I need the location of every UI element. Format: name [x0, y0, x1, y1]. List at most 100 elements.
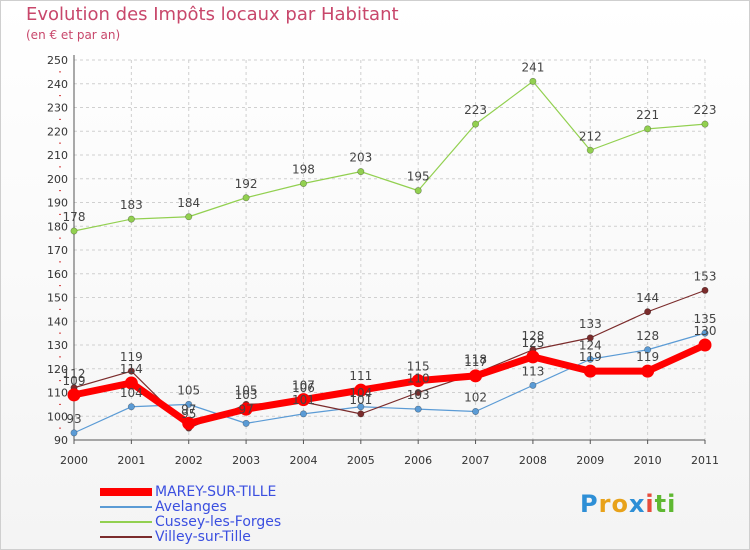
- data-point: [357, 410, 365, 418]
- data-label: 93: [66, 412, 81, 426]
- y-tick-label: 90: [54, 434, 68, 447]
- data-point: [414, 405, 422, 413]
- data-label: 115: [407, 360, 430, 374]
- data-point: [242, 194, 250, 202]
- data-label: 95: [181, 407, 196, 421]
- x-tick-label: 2006: [404, 454, 432, 467]
- data-label: 153: [694, 269, 717, 283]
- data-point: [472, 120, 480, 128]
- data-point: [586, 355, 594, 363]
- data-label: 203: [349, 151, 372, 165]
- y-tick-label: 250: [47, 54, 68, 67]
- logo-letter: r: [598, 490, 612, 518]
- data-point: [586, 334, 594, 342]
- legend-label: Avelanges: [155, 499, 227, 515]
- data-label: 101: [292, 393, 315, 407]
- data-point: [701, 286, 709, 294]
- data-label: 97: [181, 402, 196, 416]
- data-point: [299, 180, 307, 188]
- data-label: 111: [349, 369, 372, 383]
- chart-subtitle: (en € et par an): [26, 28, 121, 42]
- x-tick-label: 2009: [576, 454, 604, 467]
- data-label: 104: [349, 386, 372, 400]
- data-label: 114: [120, 362, 143, 376]
- data-label: 119: [120, 350, 143, 364]
- data-point: [127, 215, 135, 223]
- data-label: 103: [235, 388, 258, 402]
- x-tick-label: 2004: [289, 454, 317, 467]
- data-label: 144: [636, 291, 659, 305]
- x-tick-label: 2000: [60, 454, 88, 467]
- data-point: [357, 403, 365, 411]
- x-tick-label: 2010: [634, 454, 662, 467]
- x-tick-label: 2008: [519, 454, 547, 467]
- series-line-0: [70, 341, 709, 427]
- data-point: [701, 120, 709, 128]
- data-point: [414, 187, 422, 195]
- data-point: [67, 388, 81, 402]
- data-point: [127, 403, 135, 411]
- data-label: 107: [292, 379, 315, 393]
- y-tick-label: 180: [47, 220, 68, 233]
- data-label: 178: [63, 210, 86, 224]
- y-tick-label: 120: [47, 363, 68, 376]
- data-label: 183: [120, 198, 143, 212]
- data-point: [70, 227, 78, 235]
- data-label: 125: [521, 336, 544, 350]
- data-point: [644, 308, 652, 316]
- data-label: 128: [636, 329, 659, 343]
- logo-letter: P: [580, 490, 599, 518]
- y-tick-label: 190: [47, 197, 68, 210]
- y-tick-label: 220: [47, 125, 68, 138]
- x-tick-label: 2003: [232, 454, 260, 467]
- y-tick-label: 140: [47, 315, 68, 328]
- y-tick-label: 150: [47, 292, 68, 305]
- data-point: [242, 419, 250, 427]
- data-point: [70, 429, 78, 437]
- data-point: [529, 381, 537, 389]
- data-label: 135: [694, 312, 717, 326]
- logo-letter: i: [645, 490, 655, 518]
- legend-swatch: [100, 506, 152, 508]
- data-label: 223: [694, 103, 717, 117]
- data-point: [644, 125, 652, 133]
- logo-letter: i: [667, 490, 677, 518]
- data-label: 109: [63, 374, 86, 388]
- y-tick-label: 130: [47, 339, 68, 352]
- x-tick-label: 2002: [175, 454, 203, 467]
- y-tick-label: 170: [47, 244, 68, 257]
- data-point: [299, 410, 307, 418]
- data-label: 130: [694, 324, 717, 338]
- data-label: 102: [464, 391, 487, 405]
- y-tick-label: 240: [47, 78, 68, 91]
- data-label: 133: [579, 317, 602, 331]
- data-point: [529, 77, 537, 85]
- series-line-1: [73, 332, 706, 434]
- data-point: [701, 329, 709, 337]
- y-tick-label: 160: [47, 268, 68, 281]
- data-point: [185, 213, 193, 221]
- logo-letter: x: [628, 490, 646, 518]
- axes: 9010011012013014015016017018019020021022…: [47, 54, 719, 467]
- logo-letter: o: [611, 490, 629, 518]
- data-label: 119: [579, 350, 602, 364]
- data-label: 101: [349, 393, 372, 407]
- y-tick-label: 230: [47, 102, 68, 115]
- y-tick-label: 210: [47, 149, 68, 162]
- legend-swatch: [100, 521, 152, 523]
- x-tick-label: 2005: [347, 454, 375, 467]
- data-label: 221: [636, 108, 659, 122]
- data-label: 104: [120, 386, 143, 400]
- legend-swatch: [100, 536, 152, 538]
- data-label: 119: [636, 350, 659, 364]
- data-label: 97: [238, 402, 253, 416]
- data-label: 106: [292, 381, 315, 395]
- data-label: 110: [407, 372, 430, 386]
- data-label: 212: [579, 129, 602, 143]
- x-tick-label: 2011: [691, 454, 719, 467]
- data-label: 241: [521, 60, 544, 74]
- data-point: [414, 388, 422, 396]
- series-line-2: [73, 80, 706, 232]
